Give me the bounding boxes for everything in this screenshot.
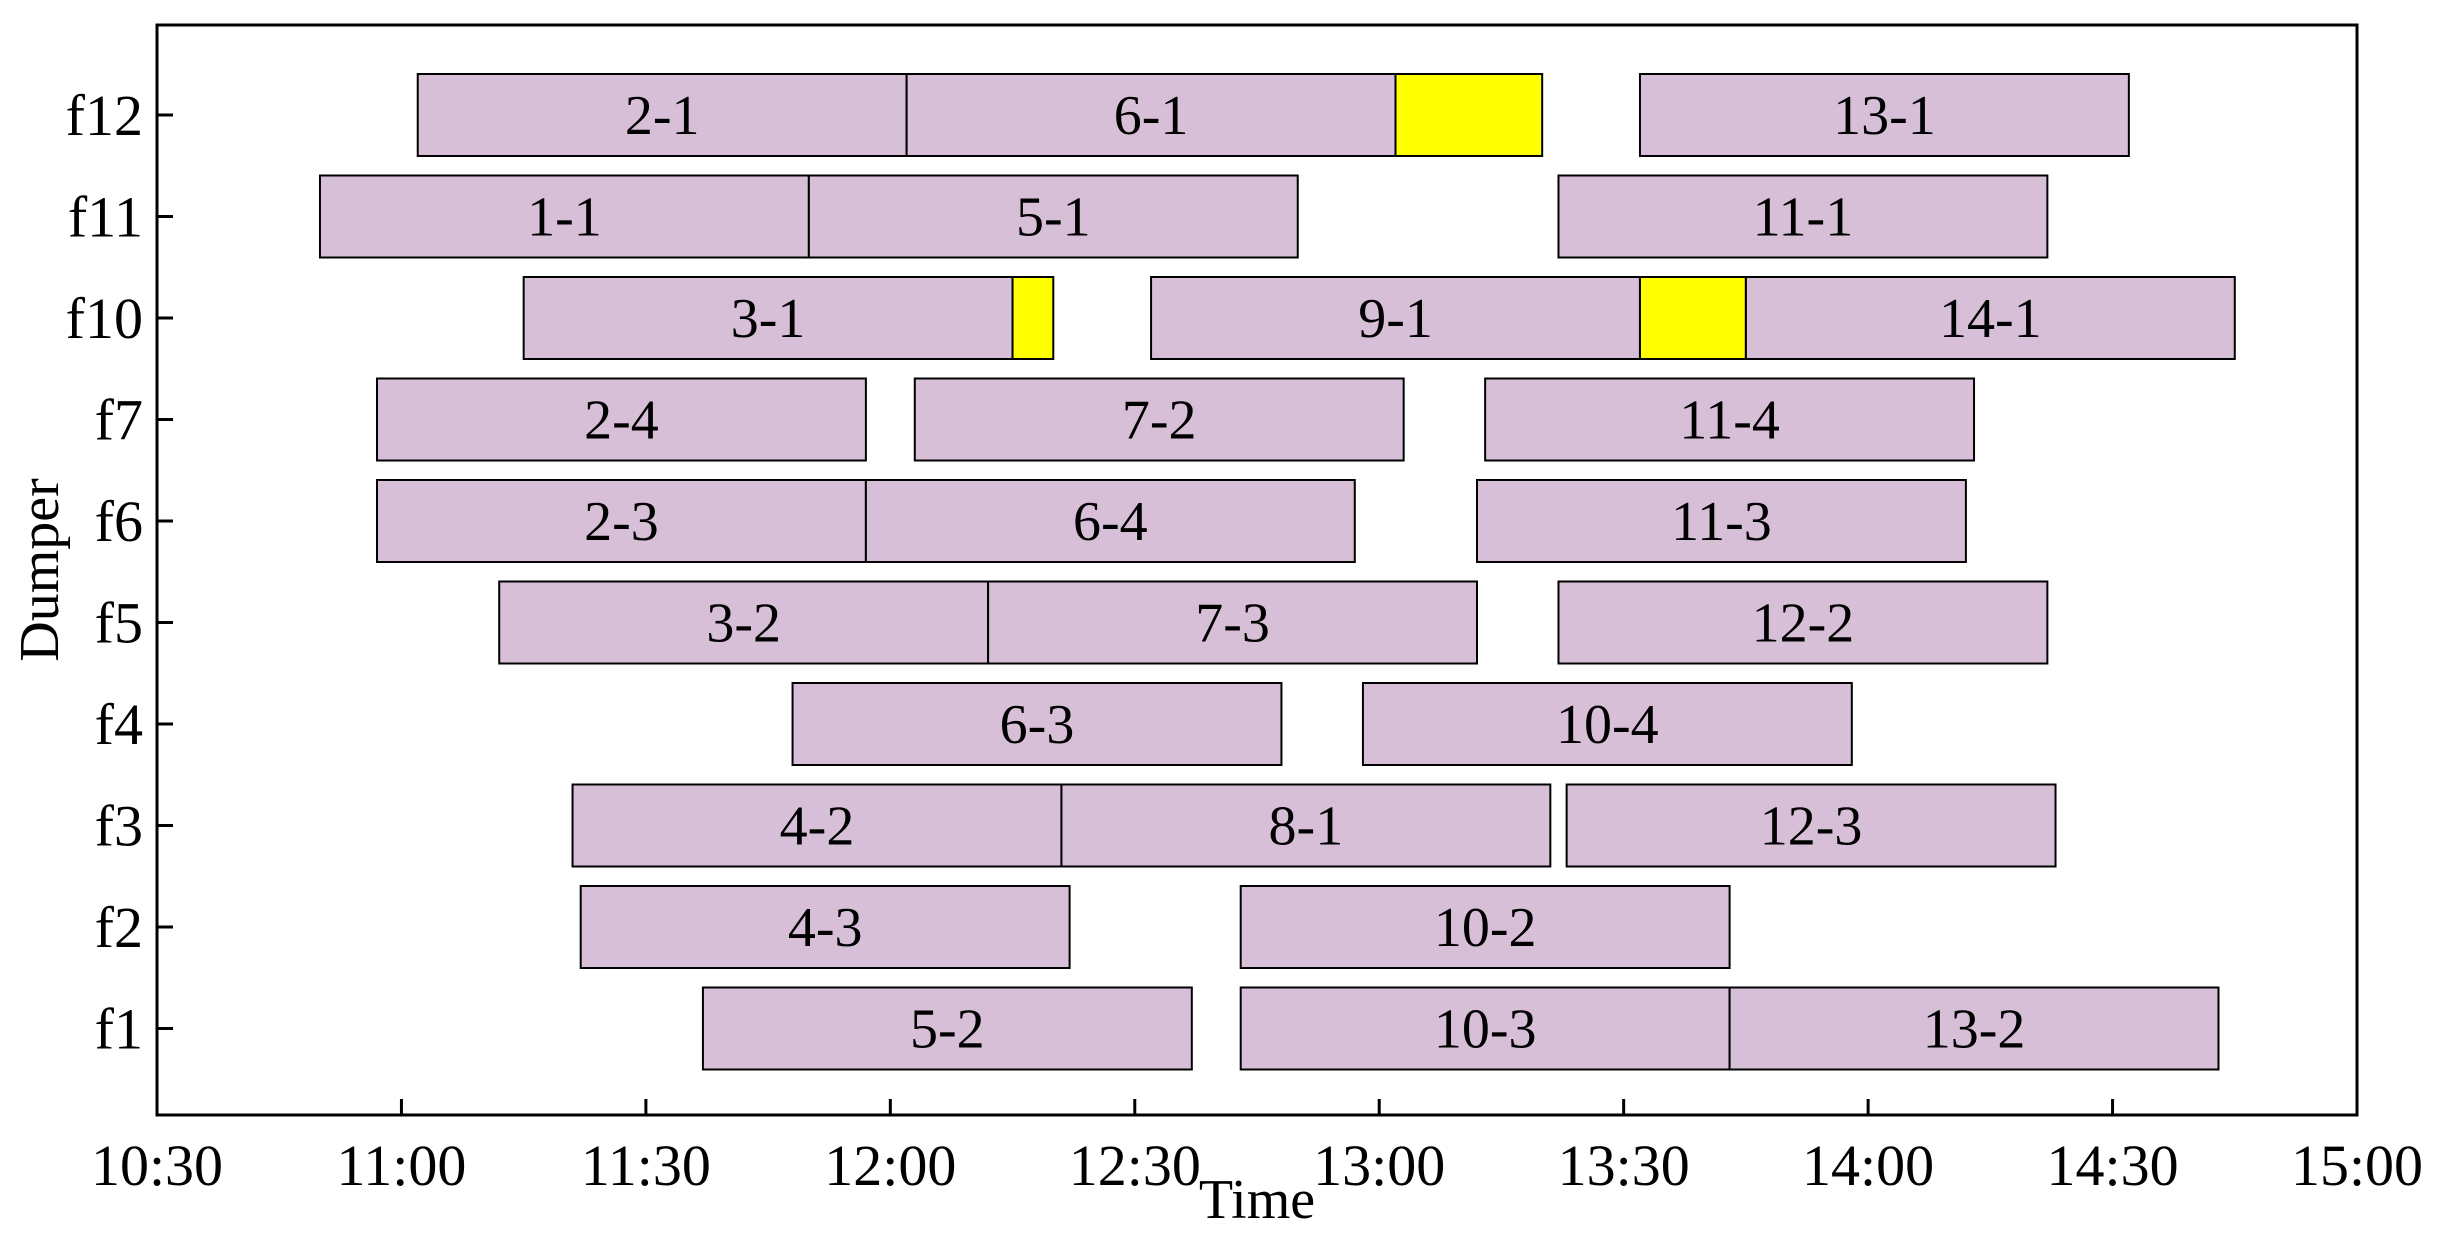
task-bar xyxy=(1060,783,1552,868)
task-bar xyxy=(1744,276,2236,360)
task-label: 6-3 xyxy=(1000,694,1075,756)
task-label: 4-2 xyxy=(780,796,855,858)
x-axis-title: Time xyxy=(1199,1169,1315,1231)
y-tick-label: f4 xyxy=(95,692,143,757)
task-bar xyxy=(1484,377,1976,462)
task-bar xyxy=(1476,479,1967,563)
task-label: 10-2 xyxy=(1434,897,1537,959)
idle-bar xyxy=(1638,276,1747,360)
task-bar xyxy=(864,479,1356,563)
task-bar xyxy=(522,276,1014,360)
x-tick-label: 14:00 xyxy=(1802,1133,1934,1198)
task-label: 12-2 xyxy=(1752,593,1855,655)
task-label: 8-1 xyxy=(1269,796,1344,858)
task-label: 2-3 xyxy=(584,491,659,553)
x-tick-label: 12:30 xyxy=(1069,1133,1201,1198)
task-bar xyxy=(579,885,1071,969)
x-tick-label: 11:00 xyxy=(336,1133,466,1198)
task-bar xyxy=(1150,276,1641,360)
task-label: 5-2 xyxy=(910,999,985,1061)
task-label: 13-2 xyxy=(1923,999,2026,1061)
task-bar xyxy=(1557,580,2049,665)
task-label: 2-4 xyxy=(584,390,659,452)
y-tick-label: f11 xyxy=(68,185,143,250)
task-label: 6-1 xyxy=(1114,85,1189,147)
task-label: 13-1 xyxy=(1833,85,1936,147)
y-tick-label: f7 xyxy=(95,388,143,453)
task-label: 7-2 xyxy=(1122,390,1197,452)
task-label: 1-1 xyxy=(527,187,602,249)
task-bar xyxy=(318,174,810,259)
y-tick-label: f12 xyxy=(66,83,143,148)
plot-frame xyxy=(155,23,2359,1117)
task-label: 2-1 xyxy=(625,85,700,147)
task-label: 5-1 xyxy=(1016,187,1091,249)
task-bar xyxy=(807,174,1299,259)
y-tick-label: f10 xyxy=(66,286,143,351)
y-axis-title: Dumper xyxy=(9,478,71,662)
task-label: 12-3 xyxy=(1760,796,1863,858)
task-label: 6-4 xyxy=(1073,491,1148,553)
x-tick-label: 12:00 xyxy=(824,1133,956,1198)
idle-bar xyxy=(1011,276,1055,360)
task-bar xyxy=(791,682,1283,766)
ticks-layer: f12 f11 f10 f7 f6 f5 f4 f3 f2 f1 10:30 11:00 11:30 12… xyxy=(66,83,2423,1198)
y-tick-label: f5 xyxy=(95,591,143,656)
task-bar xyxy=(987,580,1478,665)
task-bar xyxy=(1565,783,2057,868)
task-label: 9-1 xyxy=(1358,288,1433,350)
task-bar xyxy=(376,377,867,462)
task-bar xyxy=(1557,174,2049,259)
task-label: 10-4 xyxy=(1556,694,1659,756)
task-label: 3-2 xyxy=(706,593,781,655)
task-label: 4-3 xyxy=(788,897,863,959)
task-label: 11-3 xyxy=(1671,491,1772,553)
task-bar xyxy=(1638,73,2130,157)
task-label: 11-1 xyxy=(1753,187,1854,249)
idle-bar xyxy=(1394,73,1544,157)
x-tick-label: 10:30 xyxy=(91,1133,223,1198)
bars-layer: 2-1 6-1 13-1 1-1 5-1 11-1 3-1 9-1 14-1 2-4 7-2 11-4… xyxy=(318,73,2236,1071)
task-bar xyxy=(376,479,867,563)
task-bar xyxy=(905,73,1397,157)
x-tick-label: 11:30 xyxy=(581,1133,711,1198)
task-label: 11-4 xyxy=(1679,390,1780,452)
task-bar xyxy=(701,986,1193,1071)
task-label: 14-1 xyxy=(1939,288,2042,350)
y-tick-label: f3 xyxy=(95,794,143,859)
task-bar xyxy=(498,580,990,665)
task-bar xyxy=(1361,682,1853,766)
x-tick-label: 13:00 xyxy=(1313,1133,1445,1198)
task-bar xyxy=(1239,986,1731,1071)
task-bar xyxy=(571,783,1063,868)
x-tick-label: 15:00 xyxy=(2291,1133,2423,1198)
task-bar xyxy=(416,73,908,157)
task-label: 10-3 xyxy=(1434,999,1537,1061)
y-tick-label: f6 xyxy=(95,489,143,554)
task-label: 7-3 xyxy=(1195,593,1270,655)
task-bar xyxy=(1239,885,1731,969)
x-tick-label: 14:30 xyxy=(2046,1133,2178,1198)
x-tick-label: 13:30 xyxy=(1558,1133,1690,1198)
task-label: 3-1 xyxy=(731,288,806,350)
y-tick-label: f1 xyxy=(95,997,143,1062)
task-bar xyxy=(913,377,1405,462)
y-tick-label: f2 xyxy=(95,895,143,960)
task-bar xyxy=(1728,986,2220,1071)
